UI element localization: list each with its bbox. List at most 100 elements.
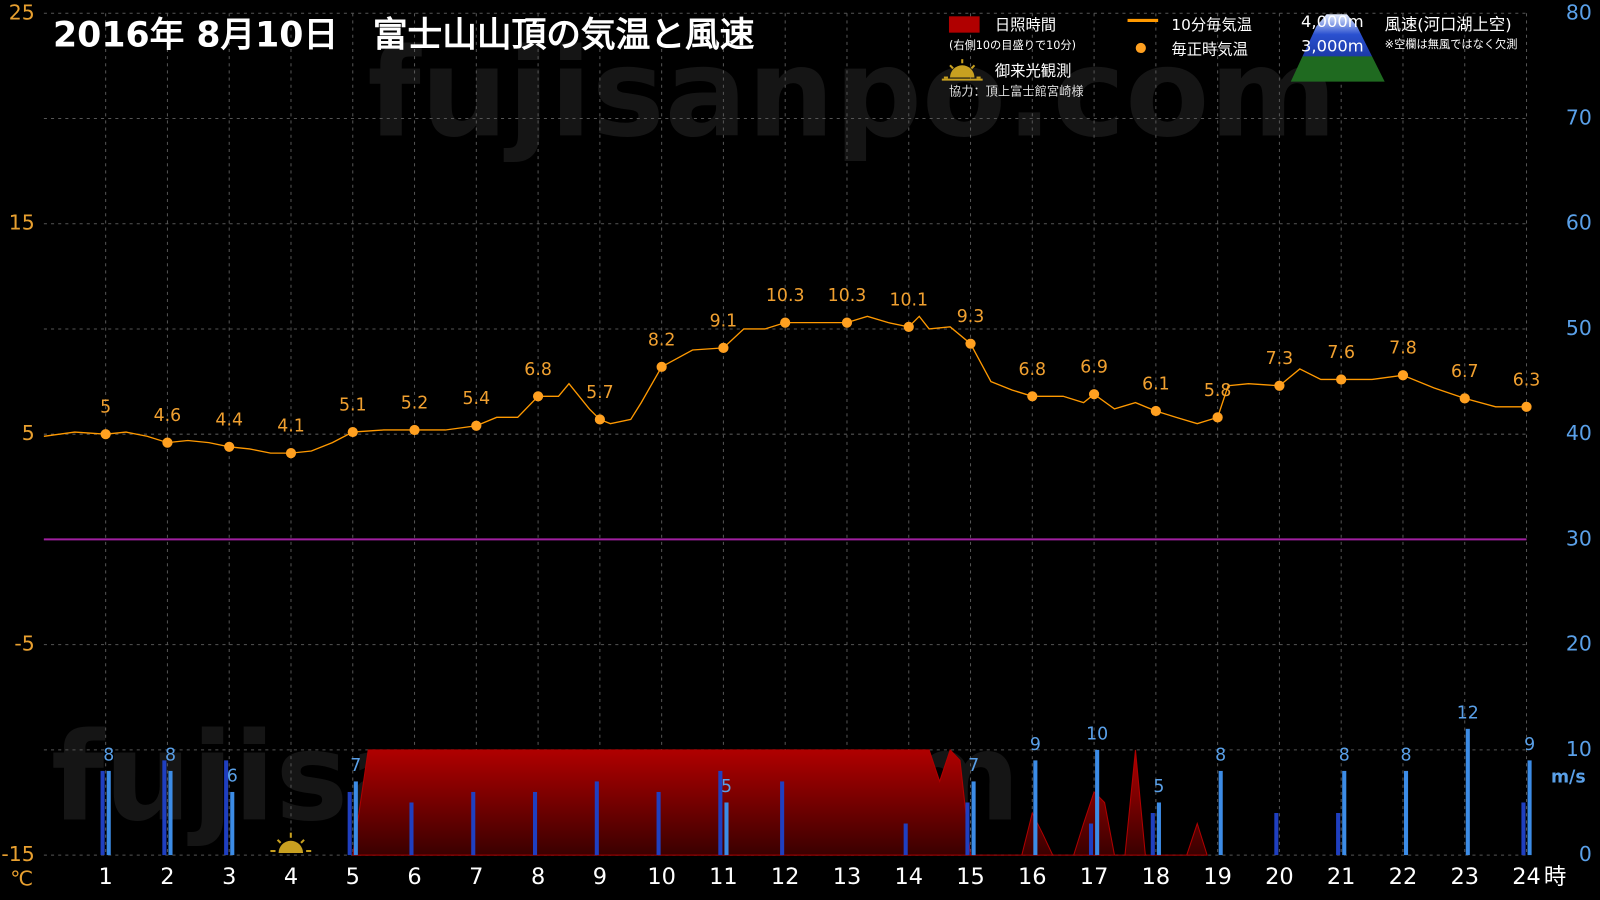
wind-bar xyxy=(1336,813,1341,856)
x-tick-label: 19 xyxy=(1203,864,1232,890)
wind-bar xyxy=(718,770,723,856)
wind-bar xyxy=(347,791,352,856)
wind-bar xyxy=(1527,760,1532,856)
wind-bar xyxy=(230,791,235,856)
data-label: 7 xyxy=(968,756,979,776)
data-label: 7.6 xyxy=(1327,343,1355,363)
data-label: 8 xyxy=(165,746,176,766)
data-label: 6.8 xyxy=(1019,360,1047,380)
hourly-temp-dot xyxy=(594,414,605,425)
wind-bar xyxy=(224,760,229,856)
data-label: 12 xyxy=(1457,704,1479,724)
hourly-temp-dot xyxy=(409,424,420,436)
watermark: fujisanpo.com xyxy=(367,22,1337,165)
wind-bar xyxy=(594,781,599,856)
hourly-temp-dot xyxy=(162,437,173,448)
hourly-temp-dot xyxy=(1088,389,1100,400)
data-label: 5.1 xyxy=(339,396,367,416)
wind-bar xyxy=(1274,813,1279,856)
credit: 協力：頂上富士館宮崎様 xyxy=(949,83,1084,98)
sunrise-icon xyxy=(941,59,983,81)
wind-bar xyxy=(1150,813,1155,856)
legend-swatch xyxy=(948,16,980,33)
legend-label: 4,000m xyxy=(1301,12,1364,31)
wind-bar xyxy=(106,770,111,856)
wind-bar xyxy=(100,770,105,856)
legend-mountain xyxy=(1290,14,1385,82)
x-tick-label: 23 xyxy=(1450,864,1479,890)
data-label: 10.3 xyxy=(828,286,867,306)
y-tick-label: -5 xyxy=(14,632,34,656)
wind-bar xyxy=(353,781,358,856)
data-label: 9.3 xyxy=(957,307,985,327)
hourly-temp-dot xyxy=(347,426,358,438)
chart-title: 2016年 8月10日 富士山山頂の気温と風速 xyxy=(53,15,755,56)
wind-bar xyxy=(162,760,167,856)
wind-bar xyxy=(168,770,173,856)
x-tick-label: 8 xyxy=(531,864,545,890)
wind-bar xyxy=(532,791,538,856)
wind-bar xyxy=(656,791,661,856)
data-label: 7.3 xyxy=(1266,349,1294,369)
hourly-temp-dot xyxy=(1521,401,1532,412)
wind-bar xyxy=(724,802,729,856)
data-label: 6 xyxy=(227,767,238,787)
data-label: 6.8 xyxy=(524,360,552,380)
y2-tick-label: 30 xyxy=(1566,526,1592,550)
x-tick-label: 22 xyxy=(1389,864,1418,890)
hourly-temp-dot xyxy=(1336,374,1347,385)
x-tick-label: 10 xyxy=(647,864,676,890)
data-label: 6.9 xyxy=(1080,358,1108,378)
hourly-temp-dot xyxy=(1150,405,1161,417)
x-tick-label: 11 xyxy=(709,864,738,890)
legend-label: 3,000m xyxy=(1301,36,1364,55)
y-tick-label: 15 xyxy=(9,211,35,235)
y2-tick-label: 10 xyxy=(1566,737,1592,761)
wind-bar xyxy=(971,781,976,856)
y2-tick-label: 60 xyxy=(1566,211,1592,235)
wind-bar xyxy=(471,791,476,856)
y-unit: ℃ xyxy=(10,867,33,891)
y2-tick-label: 80 xyxy=(1566,0,1592,24)
x-tick-label: 15 xyxy=(956,864,985,890)
wind-bar xyxy=(1465,728,1470,856)
hourly-temp-dot xyxy=(224,441,235,452)
y-tick-label: -15 xyxy=(1,842,34,866)
x-tick-label: 5 xyxy=(346,864,360,890)
x-tick-label: 7 xyxy=(469,864,483,890)
data-layer: 5 4.6 4.4 4.1 5.1 5.2 5.4 6.8 5.7 8.2 9.1 10.3 10.3 1… xyxy=(43,12,1540,856)
x-tick-label: 1 xyxy=(99,864,113,890)
x-tick-label: 16 xyxy=(1018,864,1047,890)
x-tick-label: 14 xyxy=(894,864,923,890)
y-tick-label: 5 xyxy=(22,421,35,445)
wind-bar xyxy=(903,823,908,856)
x-tick-label: 2 xyxy=(160,864,174,890)
data-label: 4.1 xyxy=(277,417,305,437)
wind-bar xyxy=(1156,802,1161,856)
data-label: 8 xyxy=(1401,746,1412,766)
hourly-temp-dot xyxy=(1027,391,1038,402)
hourly-temp-dot xyxy=(285,448,297,459)
data-label: 7 xyxy=(350,756,361,776)
data-label: 6.7 xyxy=(1451,362,1479,382)
wind-note: ※空欄は無風ではなく欠測 xyxy=(1385,37,1518,51)
data-label: 5 xyxy=(721,777,732,797)
data-label: 9 xyxy=(1524,735,1535,755)
hourly-temp-dot xyxy=(780,317,791,328)
sunrise-marker xyxy=(270,832,312,854)
data-label: 8 xyxy=(1215,746,1226,766)
hourly-temp-dot xyxy=(1459,393,1470,404)
y2-tick-label: 40 xyxy=(1566,421,1592,445)
x-tick-label: 18 xyxy=(1142,864,1171,890)
data-label: 9.1 xyxy=(710,311,738,331)
hourly-temp-dot xyxy=(965,338,976,349)
y2-tick-label: 20 xyxy=(1566,632,1592,656)
legend-label: 御来光観測 xyxy=(995,62,1072,80)
wind-bar xyxy=(1403,770,1409,856)
data-label: 4.6 xyxy=(154,406,182,426)
x-tick-label: 6 xyxy=(407,864,421,890)
hourly-temp-dot xyxy=(532,391,544,402)
